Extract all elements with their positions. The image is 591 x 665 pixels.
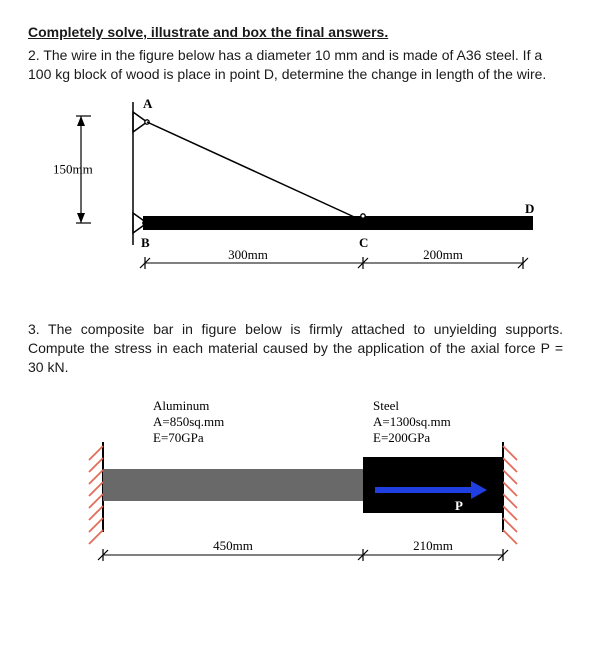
- svg-text:A=1300sq.mm: A=1300sq.mm: [373, 414, 451, 429]
- problem-3-figure: P AluminumA=850sq.mmE=70GPa SteelA=1300sq.…: [43, 390, 548, 580]
- problem-3-text: 3. The composite bar in figure below is …: [28, 320, 563, 377]
- svg-text:E=70GPa: E=70GPa: [153, 430, 204, 445]
- svg-text:B: B: [141, 235, 150, 250]
- instruction-heading: Completely solve, illustrate and box the…: [28, 24, 563, 40]
- svg-text:D: D: [525, 201, 534, 216]
- svg-text:Steel: Steel: [373, 398, 399, 413]
- svg-text:A: A: [143, 98, 153, 111]
- svg-text:E=200GPa: E=200GPa: [373, 430, 430, 445]
- svg-text:150mm: 150mm: [53, 161, 93, 176]
- problem-2-figure: 150mm A B C D 300mm 200mm: [43, 98, 548, 298]
- svg-text:450mm: 450mm: [213, 538, 253, 553]
- svg-text:200mm: 200mm: [423, 247, 463, 262]
- svg-text:A=850sq.mm: A=850sq.mm: [153, 414, 224, 429]
- svg-text:C: C: [359, 235, 368, 250]
- svg-text:210mm: 210mm: [413, 538, 453, 553]
- svg-text:P: P: [455, 498, 463, 513]
- problem-2-text: 2. The wire in the figure below has a di…: [28, 46, 563, 84]
- svg-text:300mm: 300mm: [228, 247, 268, 262]
- svg-text:Aluminum: Aluminum: [153, 398, 209, 413]
